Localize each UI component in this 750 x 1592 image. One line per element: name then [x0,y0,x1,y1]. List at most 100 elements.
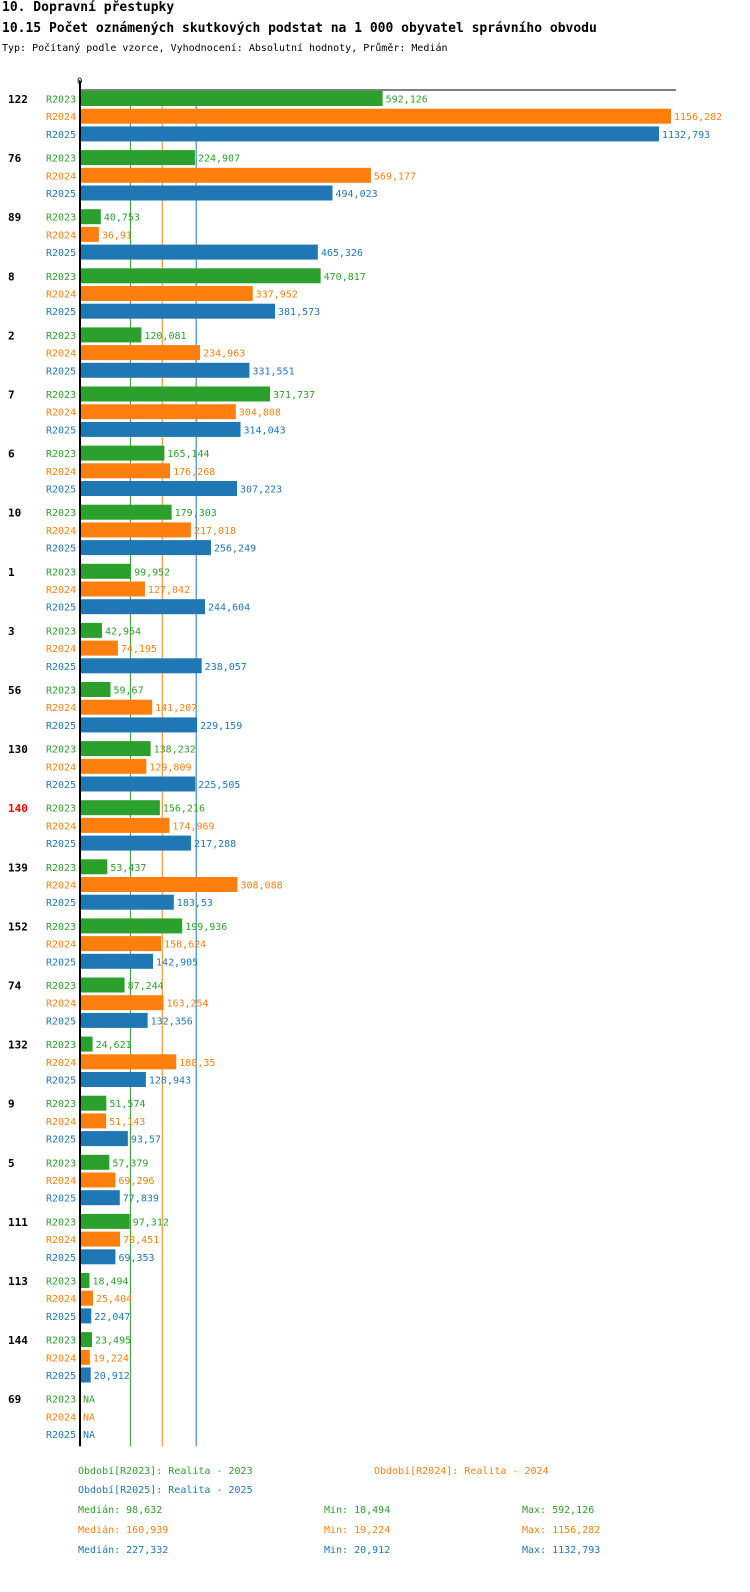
data-label: 129,809 [149,762,191,773]
category-label: 89 [8,211,21,224]
data-label: 163,254 [166,999,208,1010]
bar [80,226,99,242]
data-label: 337,952 [256,290,298,301]
series-label: R2025 [46,366,76,377]
bar [80,1095,107,1111]
stat-median-2024: Medián: 160,939 [78,1525,169,1536]
data-label: 127,042 [148,585,190,596]
series-label: R2023 [46,154,76,165]
series-label: R2024 [46,585,76,596]
bar [80,504,172,520]
series-label: R2023 [46,626,76,637]
series-label: R2025 [46,1076,76,1087]
data-label: 569,177 [374,171,416,182]
data-label: 22,047 [94,1312,130,1323]
series-label: R2024 [46,1294,76,1305]
bar [80,1036,93,1052]
page-title: 10. Dopravní přestupky [2,0,175,15]
series-label: R2025 [46,1194,76,1205]
stat-min-2024: Min: 19,224 [324,1525,391,1536]
data-label: 156,216 [163,804,205,815]
series-label: R2023 [46,213,76,224]
bar [80,481,238,496]
bar [80,91,383,106]
bar [80,859,108,875]
bar [80,1290,93,1306]
category-label: 56 [8,684,22,697]
data-label: 128,943 [149,1076,191,1087]
series-label: R2023 [46,863,76,874]
series-label: R2024 [46,1353,76,1364]
bar [80,286,253,301]
series-label: R2023 [46,1040,76,1051]
series-label: R2023 [46,449,76,460]
series-label: R2025 [46,1135,76,1146]
bar [80,244,318,260]
series-label: R2025 [46,780,76,791]
bar [80,345,201,361]
category-label: 69 [8,1393,21,1406]
bar [80,1072,146,1087]
category-label: 152 [8,920,28,933]
data-label: 23,495 [95,1336,131,1347]
series-label: R2024 [46,112,76,123]
series-label: R2023 [46,1099,76,1110]
data-label: 1156,282 [674,112,722,123]
category-label: 122 [8,93,28,106]
series-label: R2023 [46,745,76,756]
bar [80,404,236,420]
series-label: R2024 [46,881,76,892]
series-label: R2025 [46,839,76,850]
data-label: 57,379 [112,1158,148,1169]
category-label: 139 [8,861,28,874]
bar [80,622,102,638]
data-label: 25,404 [96,1294,132,1305]
data-label: 36,91 [102,230,132,241]
series-label: R2025 [46,898,76,909]
bar [80,599,206,615]
series-label: R2024 [46,467,76,478]
series-label: R2025 [46,1016,76,1027]
category-label: 8 [8,270,15,283]
bar [80,421,241,437]
bar [80,327,142,343]
data-label: 69,353 [118,1253,154,1264]
category-label: 132 [8,1039,28,1052]
series-label: R2025 [46,1312,76,1323]
bar [80,581,145,597]
series-label: R2023 [46,272,76,283]
data-label: 217,288 [194,839,236,850]
data-label: 304,808 [239,408,281,419]
data-label: 331,551 [252,366,294,377]
bar [80,1273,90,1288]
bar [80,362,250,378]
bar [80,1113,107,1129]
category-label: 74 [8,980,22,993]
series-label: R2024 [46,644,76,655]
category-label: 9 [8,1098,15,1111]
bar [80,1332,93,1348]
bar [80,817,170,833]
data-label: 308,088 [240,881,282,892]
stat-min-2023: Min: 18,494 [324,1505,391,1516]
stat-max-2023: Max: 592,126 [522,1505,595,1516]
data-label: 97,312 [133,1217,169,1228]
data-label: 141,207 [155,703,197,714]
data-label: 199,936 [185,922,227,933]
series-label: R2024 [46,1412,76,1423]
bar [80,977,125,993]
series-label: R2023 [46,686,76,697]
bar [80,835,192,851]
series-label: R2024 [46,171,76,182]
data-label: 256,249 [214,544,256,555]
bar [80,995,164,1011]
series-label: R2023 [46,1336,76,1347]
data-label: 42,954 [105,626,141,637]
data-label: 20,912 [94,1371,130,1382]
series-label: R2024 [46,999,76,1010]
data-label: 40,753 [104,213,140,224]
data-label: 470,817 [324,272,366,283]
category-label: 140 [8,802,28,815]
series-label: R2023 [46,390,76,401]
series-label: R2023 [46,1217,76,1228]
